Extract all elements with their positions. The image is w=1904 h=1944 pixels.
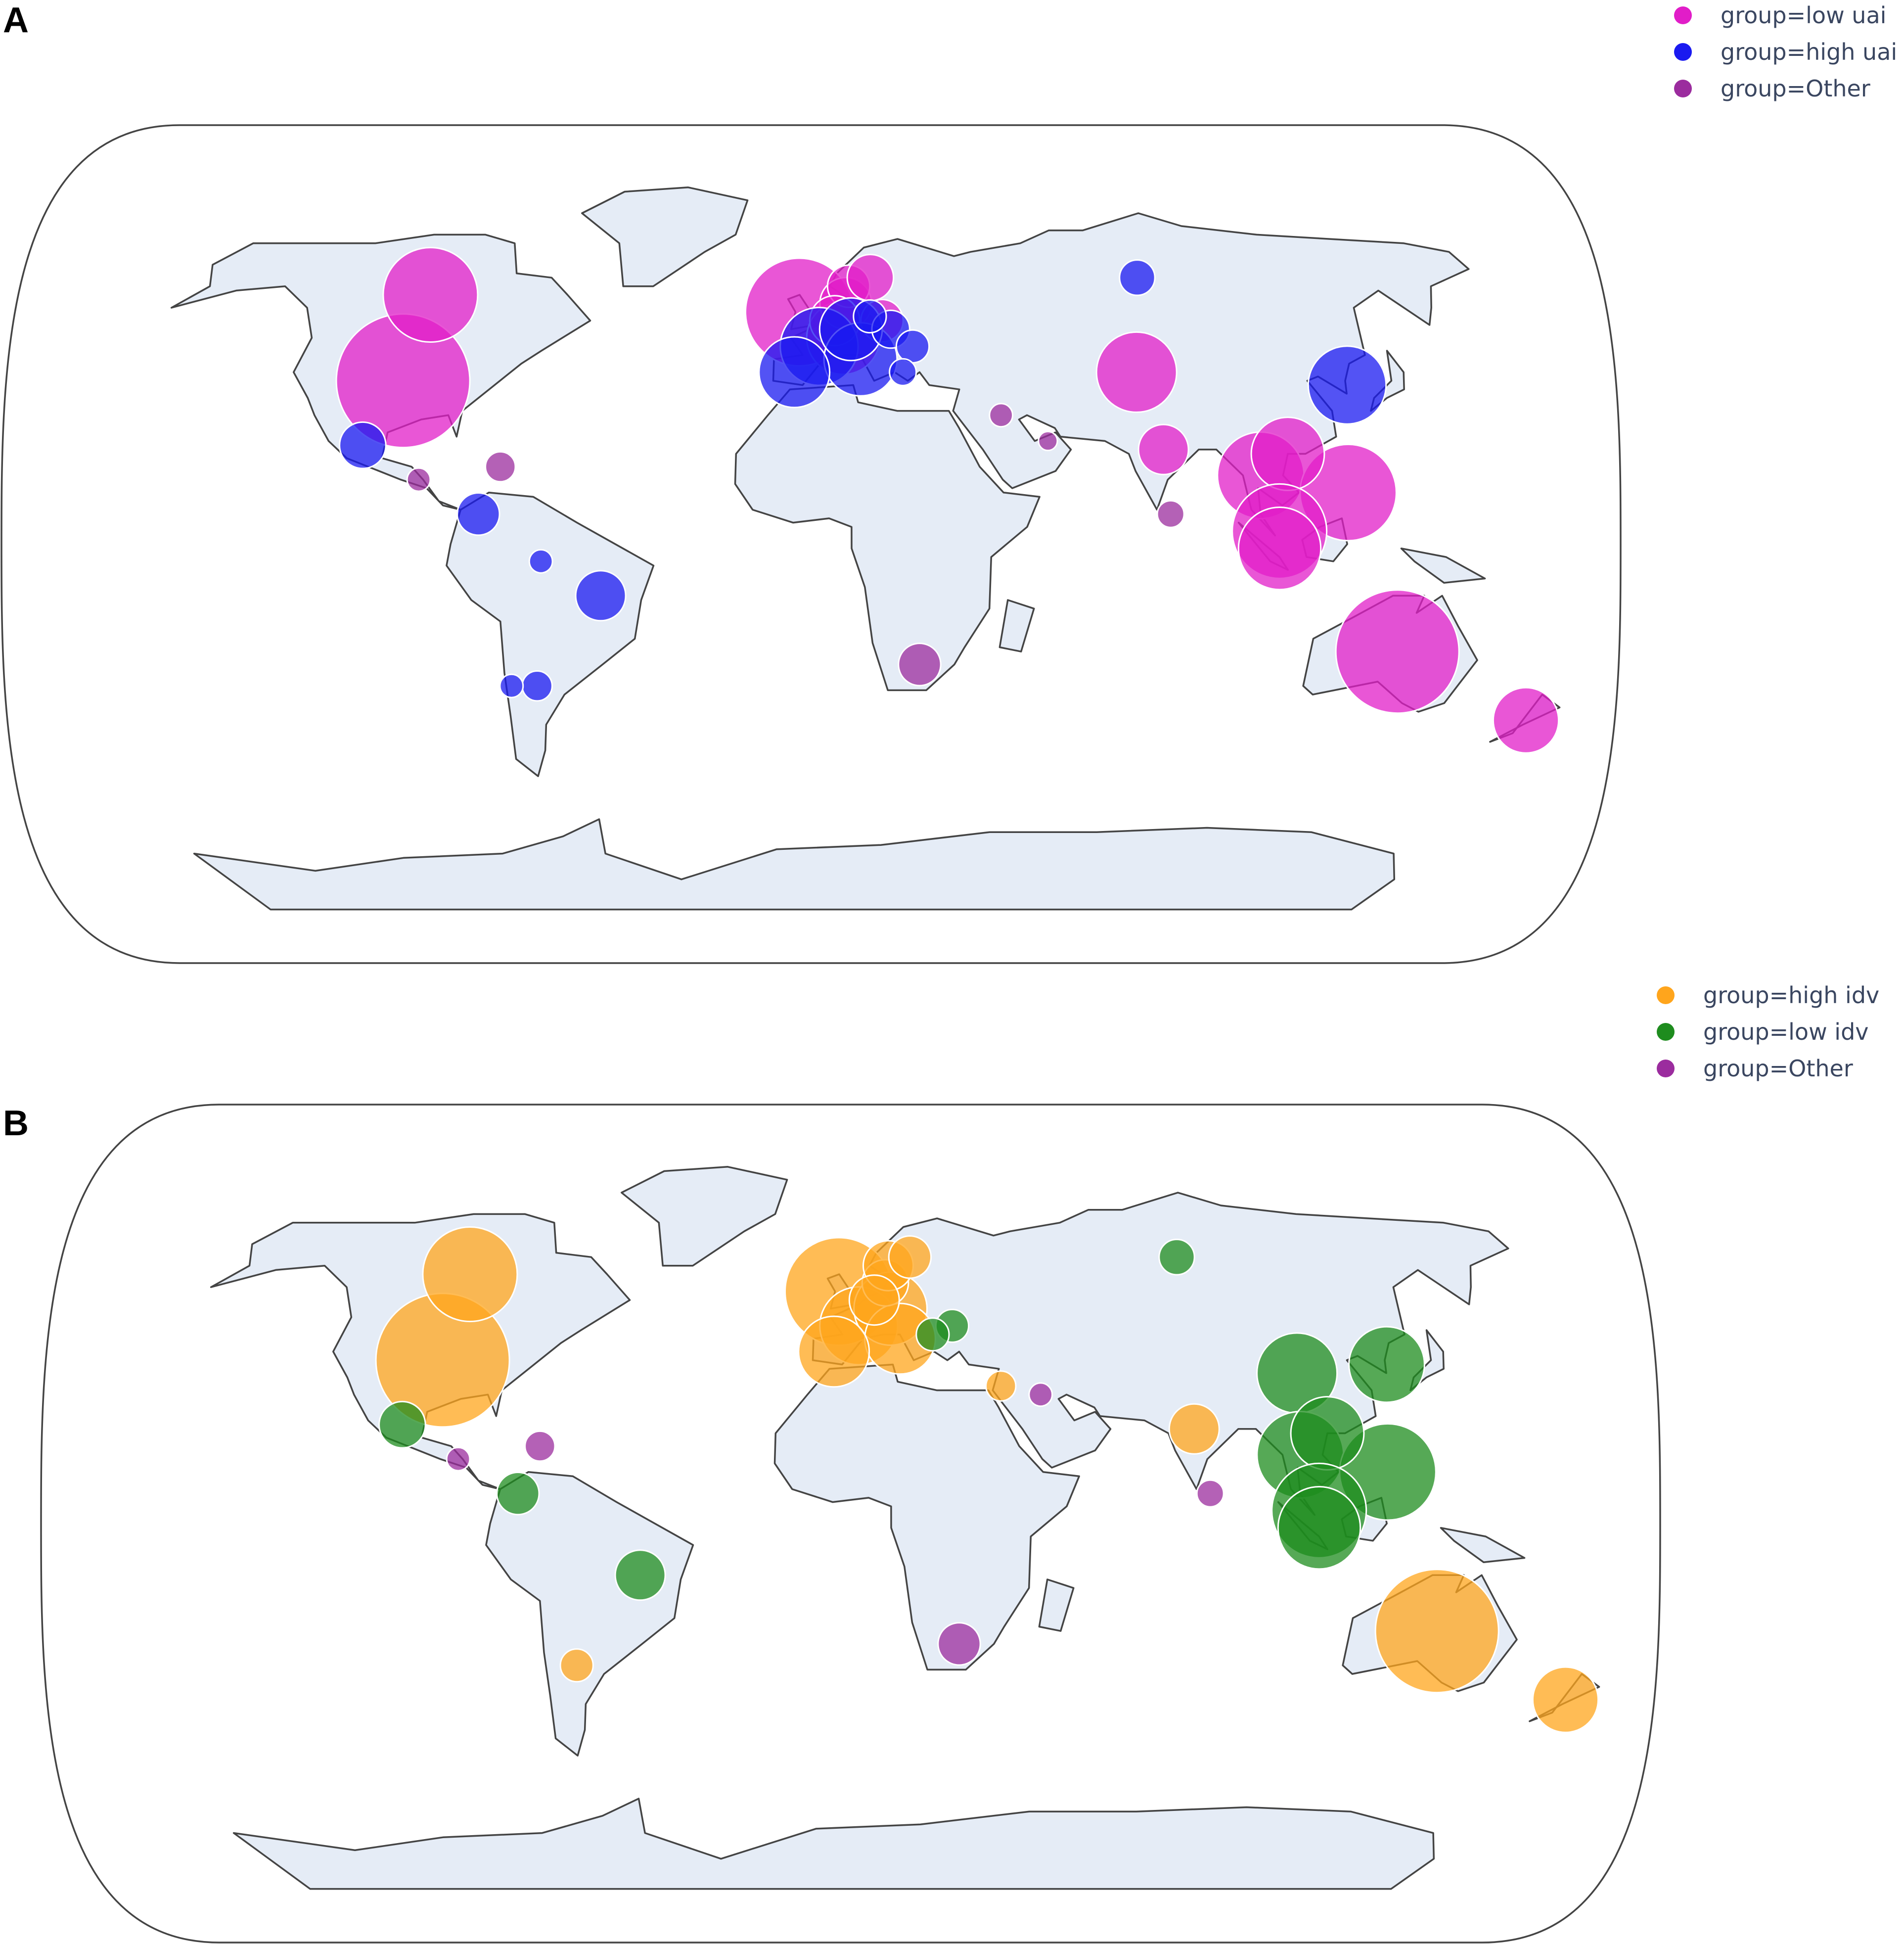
legend-dot-icon [1674,6,1692,24]
country-bubble[interactable] [1168,1403,1220,1455]
country-bubble[interactable] [1532,1666,1599,1733]
country-bubble[interactable] [524,1430,556,1462]
country-bubble[interactable] [496,1472,540,1516]
country-bubble[interactable] [848,1274,900,1326]
legend-panel-b: group=high idv group=low idv group=Other [1657,977,1879,1087]
country-bubble[interactable] [853,299,887,334]
legend-label: group=low uai [1721,2,1887,29]
land-shape [193,818,1396,911]
country-bubble[interactable] [485,451,516,483]
country-bubble[interactable] [1137,423,1189,475]
country-bubble[interactable] [889,358,917,386]
country-bubble[interactable] [1277,1486,1361,1570]
legend-dot-icon [1657,1023,1675,1041]
country-bubble[interactable] [1348,1326,1425,1403]
country-bubble[interactable] [1307,345,1387,425]
panel-label-a: A [3,0,29,40]
land-shape [734,384,1041,692]
legend-item-low-idv[interactable]: group=low idv [1657,1014,1879,1050]
legend-item-other[interactable]: group=Other [1674,70,1897,107]
country-bubble[interactable] [559,1648,594,1683]
country-bubble[interactable] [985,1370,1017,1402]
country-bubble[interactable] [1374,1569,1499,1694]
legend-dot-icon [1674,80,1692,97]
land-shape [773,1363,1080,1671]
legend-dot-icon [1657,986,1675,1004]
country-bubble[interactable] [1250,417,1325,491]
country-bubble[interactable] [888,1235,932,1279]
country-bubble[interactable] [989,403,1014,428]
country-bubble[interactable] [406,467,431,492]
legend-item-other[interactable]: group=Other [1657,1050,1879,1087]
legend-label: group=Other [1721,75,1870,102]
country-bubble[interactable] [1237,507,1322,591]
land-shape [485,1471,694,1757]
country-bubble[interactable] [1119,259,1156,296]
land-shape [232,1798,1435,1890]
land-shape [1038,1578,1075,1632]
land-shape [581,186,749,287]
country-bubble[interactable] [528,549,553,574]
land-shape [1400,547,1486,584]
world-map-panel-a[interactable] [0,124,1622,965]
legend-label: group=Other [1703,1055,1853,1082]
panel-label-b: B [3,1104,29,1143]
country-bubble[interactable] [895,329,930,364]
country-bubble[interactable] [846,254,895,302]
country-bubble[interactable] [521,670,553,702]
land-shape [1440,1527,1526,1563]
country-bubble[interactable] [382,247,479,343]
country-bubble[interactable] [446,1446,471,1472]
legend-label: group=high uai [1721,39,1898,65]
country-bubble[interactable] [1156,500,1185,528]
country-bubble[interactable] [898,643,942,687]
country-bubble[interactable] [339,421,387,469]
legend-item-high-idv[interactable]: group=high idv [1657,977,1879,1014]
land-shape [621,1166,788,1267]
country-bubble[interactable] [1028,1382,1053,1407]
legend-item-low-uai[interactable]: group=low uai [1674,0,1897,34]
legend-item-high-uai[interactable]: group=high uai [1674,34,1897,70]
country-bubble[interactable] [1335,589,1460,714]
country-bubble[interactable] [575,570,627,622]
legend-dot-icon [1674,43,1692,61]
country-bubble[interactable] [1196,1479,1224,1508]
country-bubble[interactable] [614,1549,666,1601]
legend-dot-icon [1657,1060,1675,1077]
country-bubble[interactable] [499,673,524,698]
legend-panel-a: group=low uai group=high uai group=Other [1674,0,1897,107]
country-bubble[interactable] [1095,331,1178,413]
country-bubble[interactable] [1038,430,1058,452]
legend-label: group=low idv [1703,1018,1869,1045]
country-bubble[interactable] [378,1400,426,1449]
country-bubble[interactable] [798,1315,870,1388]
country-bubble[interactable] [1158,1239,1195,1276]
country-bubble[interactable] [937,1622,981,1666]
country-bubble[interactable] [456,492,500,536]
land-shape [998,599,1035,652]
country-bubble[interactable] [1492,687,1560,754]
country-bubble[interactable] [1290,1396,1365,1471]
country-bubble[interactable] [758,336,831,409]
country-bubble[interactable] [915,1317,950,1352]
legend-label: group=high idv [1703,982,1880,1009]
country-bubble[interactable] [422,1226,518,1322]
world-map-panel-b[interactable] [40,1103,1662,1944]
land-shape [446,491,655,777]
